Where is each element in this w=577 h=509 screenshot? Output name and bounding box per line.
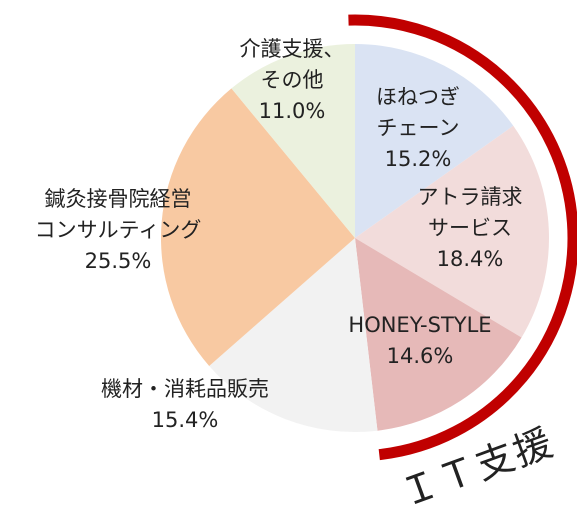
value-label: 15.2% <box>385 147 452 171</box>
pie-slice <box>355 238 522 431</box>
slice-label: 鍼灸接骨院経営 <box>45 187 192 211</box>
pie-slice <box>355 44 514 238</box>
value-label: 18.4% <box>437 247 504 271</box>
slice-label: HONEY-STYLE <box>348 313 491 337</box>
pie-slice <box>231 44 355 238</box>
value-label: 15.4% <box>152 408 219 432</box>
group-label: ＩＴ支援 <box>394 420 559 509</box>
slice-label: チェーン <box>377 116 460 140</box>
value-label: 14.6% <box>387 344 454 368</box>
pie-slice <box>161 88 355 366</box>
slice-label: サービス <box>428 216 512 240</box>
slice-label: 機材・消耗品販売 <box>101 377 269 401</box>
slice-label: コンサルティング <box>35 218 202 242</box>
pie-slice <box>209 238 378 432</box>
group-arc <box>348 14 577 461</box>
value-label: 25.5% <box>85 249 152 273</box>
pie-slice <box>355 125 549 338</box>
value-label: 11.0% <box>259 99 326 123</box>
slice-label: 介護支援、 <box>240 37 345 61</box>
slice-label: ほねつぎ <box>376 85 460 109</box>
slice-label: アトラ請求 <box>418 185 523 209</box>
slice-label: その他 <box>261 68 324 92</box>
